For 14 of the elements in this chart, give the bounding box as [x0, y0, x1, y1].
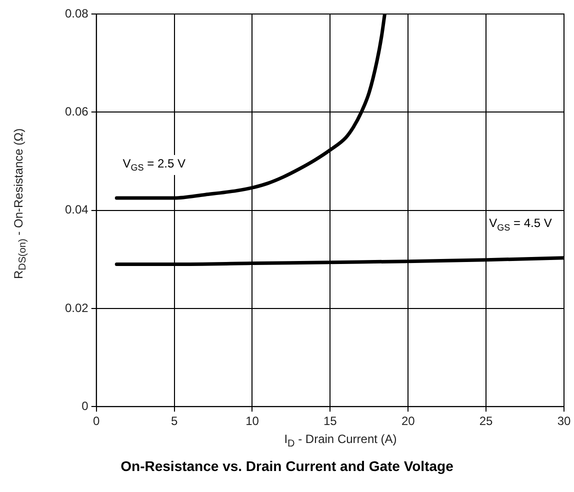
y-tick-label: 0.08: [64, 6, 89, 20]
text: On-Resistance vs. Drain Current and Gate Voltage: [120, 458, 454, 474]
y-tick-label: 0.04: [64, 202, 89, 217]
x-tick-label: 30: [557, 414, 571, 428]
x-tick-label: 5: [170, 414, 178, 428]
x-tick-label: 15: [324, 414, 338, 428]
y-tick-label: 0.06: [64, 104, 89, 118]
x-tick-label: 0: [93, 414, 100, 428]
x-tick-label: 10: [246, 414, 260, 428]
x-tick-label: 20: [401, 414, 416, 428]
x-axis-title: I$_{D}$ - Drain Current (A): [283, 432, 398, 450]
y-tick-label: 0.02: [64, 300, 89, 315]
y-tick-label: 0: [82, 398, 89, 413]
x-tick-label: 25: [479, 414, 494, 428]
